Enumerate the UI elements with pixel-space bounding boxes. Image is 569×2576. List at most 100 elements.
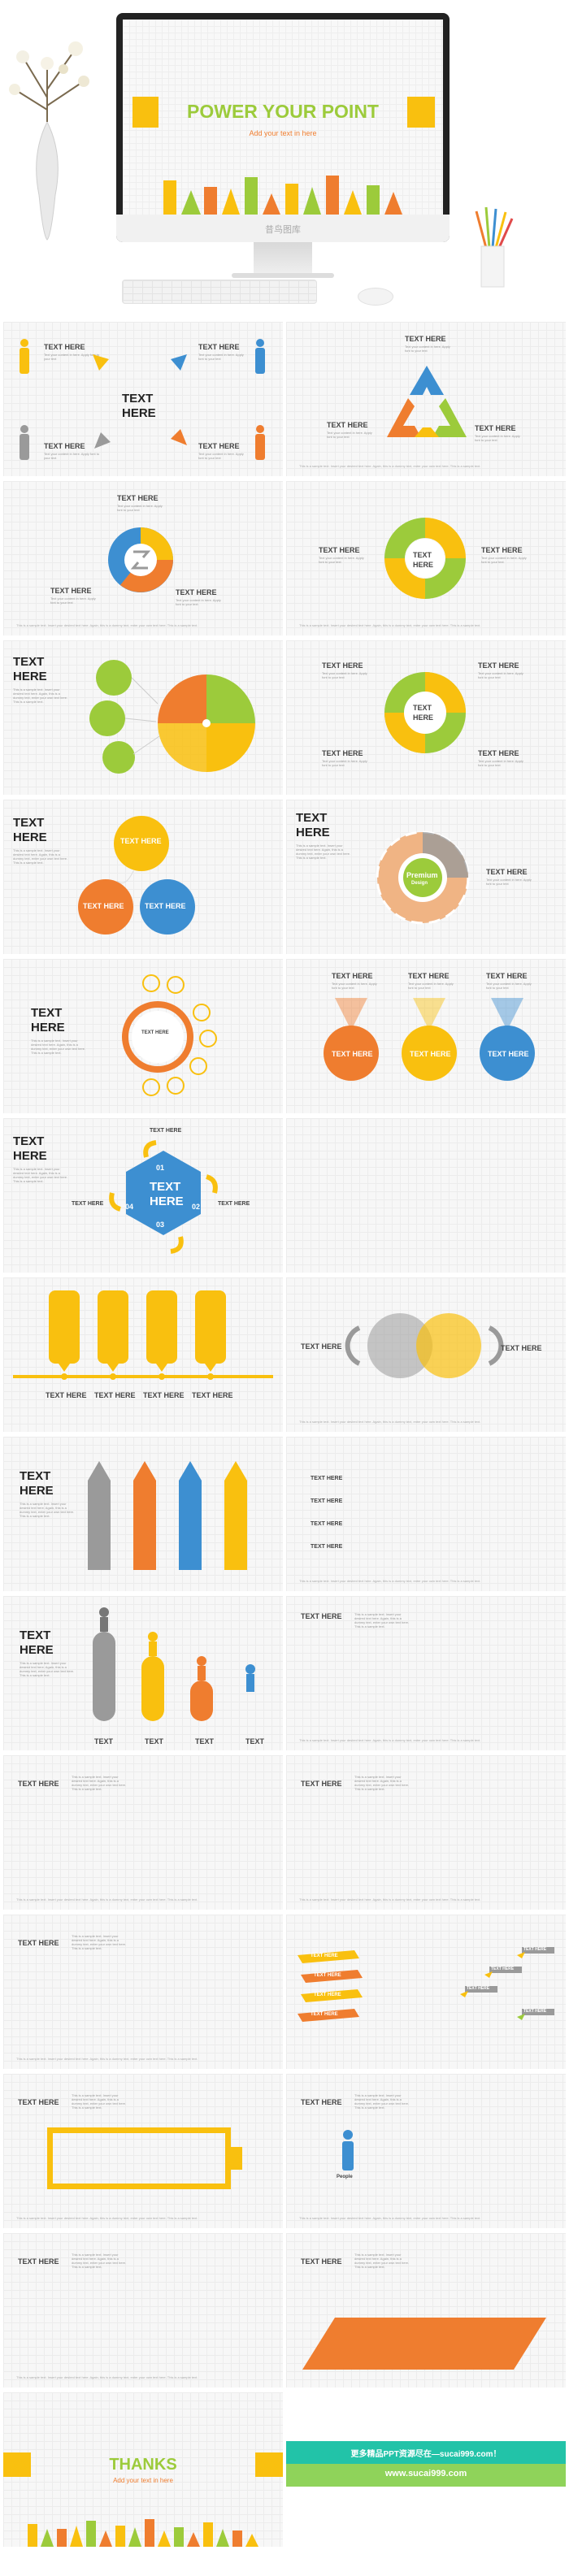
slide-heading-text: TEXT [20,1628,51,1642]
hero-subtitle: Add your text in here [249,129,317,137]
body-text: Text your content in here. Apply font to… [478,759,523,767]
text-here: TEXT HERE [44,442,85,450]
slide-green-yellow-cycle: TEXT HERE TEXT HERE Text your content in… [286,481,566,635]
slide-arrow-cycle: TEXT HERE TEXT HERE Text your content in… [286,640,566,795]
circle-label: TEXT HERE [83,902,124,910]
slide-text-list: TEXT HERE TEXT HERE TEXT HERE TEXT HERE … [286,1437,566,1591]
hexagon-number: 01 [156,1164,165,1172]
body-text: This is a sample text. Insert your desir… [354,2253,410,2269]
slide-heading-text: TEXT [31,1006,63,1020]
circle-label: TEXT HERE [145,902,186,910]
slide-heading-here: HERE [296,826,330,839]
slide-pie-bubbles: TEXT HERE This is a sample text. Insert … [3,640,283,795]
monitor-base [232,273,334,278]
center-here: HERE [413,713,434,722]
tag-label: TEXT HERE [491,1967,515,1971]
body-text: Text your content in here. Apply font to… [408,982,454,990]
text-here: TEXT HERE [501,1344,542,1352]
body-text: Text your content in here. Apply font to… [486,982,532,990]
slide-three-circles: TEXT HERE This is a sample text. Insert … [3,800,283,954]
pie-bubbles-graphic [89,660,255,774]
slide-hexagon-numbers: TEXT HERE This is a sample text. Insert … [3,1118,283,1273]
triangle-pointer [171,354,187,371]
slide-text-block: TEXT HERE This is a sample text. Insert … [286,1755,566,1910]
slide-venn: TEXT HERE TEXT HERE This is a sample tex… [286,1277,566,1432]
body-text: Text your content in here. Apply font to… [319,556,364,564]
body-text: Text your content in here. Apply font to… [481,556,527,564]
site-banner[interactable]: 更多精品PPT资源尽在—sucai999.com！ www.sucai999.c… [286,2441,566,2487]
tag-label: TEXT HERE [523,2009,547,2014]
three-drops-graphic [324,998,535,1081]
text-here: TEXT HERE [50,587,92,595]
slide-pencils: TEXT HERE This is a sample text. Insert … [3,1437,283,1591]
triangle-pointer [93,354,109,371]
slide-heading-text: TEXT [13,655,45,669]
body-text: This is a sample text. Insert your desir… [72,2253,127,2269]
text-here: TEXT HERE [478,749,519,757]
slide-heading-here: HERE [20,1643,54,1657]
premium-ring-graphic [376,830,470,925]
slide-cycle-triangle: TEXT HERE Text your content in here. App… [286,322,566,476]
slide-heading-here: HERE [13,670,47,683]
body-text: Text your content in here. Apply font to… [332,982,377,990]
banner-line1: 更多精品PPT资源尽在—sucai999.com！ [350,2450,502,2459]
body-text: This is a sample text. Insert your desir… [13,1167,68,1183]
mouse [358,288,393,306]
hero-title: POWER YOUR POINT [187,101,379,122]
slide-thanks: THANKS Add your text in here [3,2392,283,2547]
monitor-chin: 昔鸟图库 [116,215,450,242]
thanks-block-left [3,2452,31,2477]
text-here: TEXT HERE [475,424,516,432]
slide-heading-here: HERE [13,1149,47,1163]
text-here: TEXT HERE [311,1521,343,1527]
banner-line2: www.sucai999.com [384,2469,467,2478]
drop-label: TEXT HERE [410,1050,451,1058]
footnote: This is a sample text. Insert your desir… [299,1897,481,1902]
slide-ribbons-arrows: TEXT HERE TEXT HERE TEXT HERE TEXT HERE … [286,1915,566,2069]
text-here: TEXT HERE [408,972,450,980]
footnote: This is a sample text. Insert your desir… [299,1579,481,1583]
ribbon-label: TEXT HERE [314,1973,341,1978]
slide-circular-arrows: TEXT HERE Text your content in here. App… [3,481,283,635]
circle-label: TEXT HERE [120,837,162,845]
cylinder-label: TEXT [245,1737,265,1746]
hexagon-number: 02 [192,1203,201,1211]
text-here: TEXT HERE [18,1939,59,1947]
body-text: This is a sample text. Insert your desir… [354,1612,410,1628]
slide-text-block: TEXT HERE This is a sample text. Insert … [286,1596,566,1750]
text-here: TEXT HERE [322,661,363,670]
triangle-pointer [94,432,111,449]
slide-parallelogram: TEXT HERE This is a sample text. Insert … [286,2233,566,2387]
person-icon [255,425,265,460]
slide-battery: TEXT HERE This is a sample text. Insert … [3,2074,283,2228]
footnote: This is a sample text. Insert your desir… [299,623,481,627]
slide-heading-text: TEXT [13,816,45,830]
venn-graphic [345,1313,504,1378]
slide-icon-ring: TEXT HERE This is a sample text. Insert … [3,959,283,1113]
body-text: Text your content in here. Apply font to… [50,596,96,605]
text-here: TEXT HERE [117,494,159,502]
thanks-title: THANKS [109,2456,177,2474]
slide-cylinders: TEXT HERE This is a sample text. Insert … [3,1596,283,1750]
footnote: This is a sample text. Insert your desir… [16,2216,198,2220]
text-here: TEXT HERE [18,2257,59,2266]
thanks-block-right [255,2452,283,2477]
cylinder-label: TEXT [94,1737,114,1746]
footnote: This is a sample text. Insert your desir… [16,1897,198,1902]
slide-text-block: TEXT HERE This is a sample text. Insert … [3,1915,283,2069]
center-text: TEXT [413,551,432,559]
ribbon-label: TEXT HERE [311,1954,338,1958]
pencil-cup [475,206,514,288]
hexagon-text: TEXT [150,1180,181,1194]
green-yellow-cycle-graphic [384,518,466,599]
text-here: TEXT HERE [143,1391,185,1399]
hero-bars-graphic [163,176,402,215]
parallelogram-graphic [302,2318,546,2370]
pencils-graphic [88,1461,247,1570]
body-text: Text your content in here. Apply font to… [322,759,367,767]
body-text: This is a sample text. Insert your desir… [354,2093,410,2110]
slide-people-quadrants: TEXT HERE Text your content in here. App… [3,322,283,476]
thanks-bars-graphic [28,2519,258,2547]
text-here: TEXT HERE [192,1391,233,1399]
text-here: TEXT HERE [332,972,373,980]
